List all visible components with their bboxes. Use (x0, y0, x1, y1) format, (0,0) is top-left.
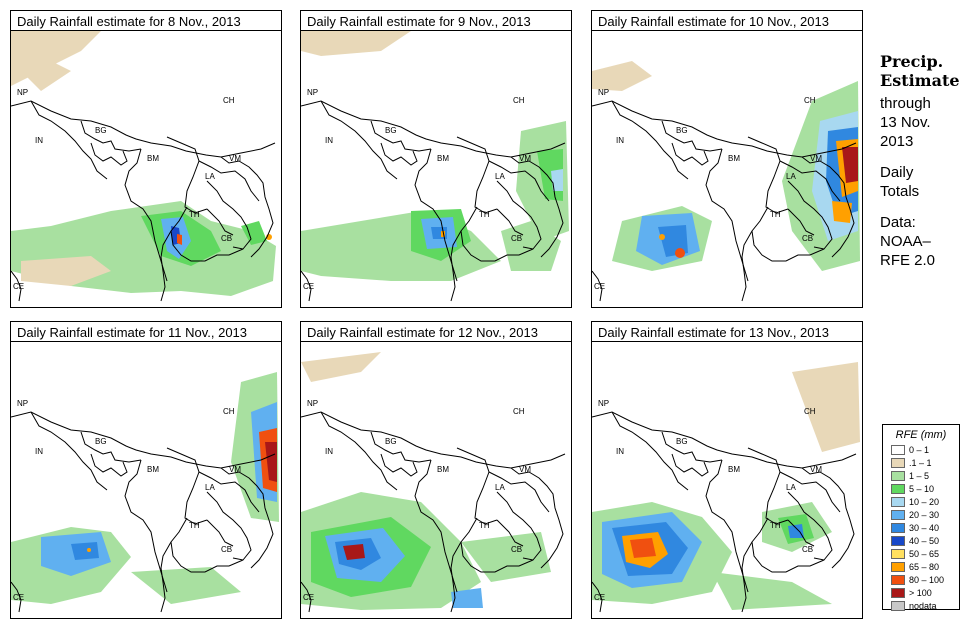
rainfall-map (300, 341, 572, 619)
side-source-line2: RFE 2.0 (880, 252, 936, 269)
legend-swatch (891, 600, 905, 611)
legend-label: 20 – 30 (909, 509, 940, 520)
legend-item: > 100 (891, 586, 959, 599)
legend-swatch (891, 548, 905, 559)
legend-swatch (891, 483, 905, 494)
color-legend: RFE (mm) 0 – 1 .1 – 1 1 – 5 5 – 10 10 – 20 20… (882, 424, 960, 612)
legend-label: .1 – 1 (909, 457, 932, 468)
panel-title: Daily Rainfall estimate for 9 Nov., 2013 (300, 10, 572, 32)
panel-title: Daily Rainfall estimate for 8 Nov., 2013 (10, 10, 282, 32)
legend-item: 40 – 50 (891, 534, 959, 547)
legend-item: 65 – 80 (891, 560, 959, 573)
rainfall-map (300, 30, 572, 308)
legend-label: 5 – 10 (909, 483, 935, 494)
legend-item: 80 – 100 (891, 573, 959, 586)
legend-swatch (891, 457, 905, 468)
legend-swatch (891, 535, 905, 546)
legend-label: 65 – 80 (909, 561, 940, 572)
side-annotation: Precip. Estimate through 13 Nov. 2013 Da… (880, 52, 966, 270)
legend-item: 50 – 65 (891, 547, 959, 560)
legend-item: 10 – 20 (891, 495, 959, 508)
legend-item: 30 – 40 (891, 521, 959, 534)
legend-label: 1 – 5 (909, 470, 930, 481)
panel-title: Daily Rainfall estimate for 13 Nov., 201… (591, 321, 863, 343)
rainfall-map (591, 341, 863, 619)
legend-label: 10 – 20 (909, 496, 940, 507)
side-source-line1: NOAA– (880, 233, 931, 250)
legend-item: 1 – 5 (891, 469, 959, 482)
legend-item: 0 – 1 (891, 443, 959, 456)
legend-swatch (891, 574, 905, 585)
rainfall-map (10, 341, 282, 619)
legend-item: nodata (891, 599, 959, 612)
legend-item: .1 – 1 (891, 456, 959, 469)
legend-swatch (891, 444, 905, 455)
legend-swatch (891, 509, 905, 520)
legend-item: 20 – 30 (891, 508, 959, 521)
legend-label: > 100 (909, 587, 932, 598)
side-through: through (880, 95, 931, 112)
side-data-label: Data: (880, 214, 916, 231)
legend-swatch (891, 561, 905, 572)
legend-label: 30 – 40 (909, 522, 940, 533)
legend-swatch (891, 522, 905, 533)
legend-label: 80 – 100 (909, 574, 945, 585)
legend-label: 50 – 65 (909, 548, 940, 559)
legend-swatch (891, 470, 905, 481)
legend-label: 0 – 1 (909, 444, 930, 455)
panel-title: Daily Rainfall estimate for 10 Nov., 201… (591, 10, 863, 32)
panel-title: Daily Rainfall estimate for 12 Nov., 201… (300, 321, 572, 343)
legend-label: nodata (909, 600, 937, 611)
side-title-line1: Precip. (880, 52, 944, 71)
side-title-line2: Estimate (880, 71, 960, 90)
side-date-line1: 13 Nov. (880, 114, 931, 131)
legend-swatch (891, 496, 905, 507)
legend-item: 5 – 10 (891, 482, 959, 495)
rainfall-map (591, 30, 863, 308)
legend-title: RFE (mm) (895, 429, 947, 441)
rainfall-map (10, 30, 282, 308)
panel-title: Daily Rainfall estimate for 11 Nov., 201… (10, 321, 282, 343)
side-date-line2: 2013 (880, 133, 914, 150)
legend-label: 40 – 50 (909, 535, 940, 546)
side-totals: Totals (880, 183, 920, 200)
side-daily: Daily (880, 164, 914, 181)
legend-swatch (891, 587, 905, 598)
